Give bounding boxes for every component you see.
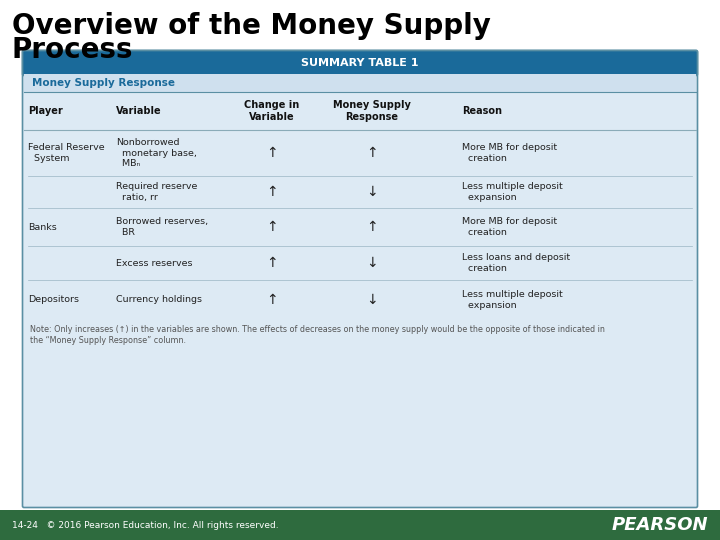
Text: More MB for deposit
  creation: More MB for deposit creation [462, 143, 557, 163]
Text: Currency holdings: Currency holdings [116, 295, 202, 305]
Text: Money Supply
Response: Money Supply Response [333, 100, 411, 122]
Text: Reason: Reason [462, 106, 502, 116]
Text: ↑: ↑ [266, 293, 278, 307]
Text: ↑: ↑ [366, 146, 378, 160]
Text: ↑: ↑ [266, 185, 278, 199]
Text: Process: Process [12, 36, 133, 64]
Text: More MB for deposit
  creation: More MB for deposit creation [462, 217, 557, 237]
Text: Less loans and deposit
  creation: Less loans and deposit creation [462, 253, 570, 273]
Text: Nonborrowed
  monetary base,
  MBₙ: Nonborrowed monetary base, MBₙ [116, 138, 197, 168]
Text: ↑: ↑ [366, 220, 378, 234]
Text: 14-24   © 2016 Pearson Education, Inc. All rights reserved.: 14-24 © 2016 Pearson Education, Inc. All… [12, 521, 279, 530]
Text: ↑: ↑ [266, 256, 278, 270]
Text: Federal Reserve
  System: Federal Reserve System [28, 143, 104, 163]
Text: Depositors: Depositors [28, 295, 79, 305]
Text: SUMMARY TABLE 1: SUMMARY TABLE 1 [301, 58, 419, 68]
Text: ↓: ↓ [366, 293, 378, 307]
Bar [24, 63, 696, 74]
Text: Change in
Variable: Change in Variable [244, 100, 300, 122]
Text: Less multiple deposit
  expansion: Less multiple deposit expansion [462, 183, 563, 202]
Text: PEARSON: PEARSON [611, 516, 708, 534]
Text: ↓: ↓ [366, 256, 378, 270]
Bar [24, 74, 696, 92]
Text: Banks: Banks [28, 222, 57, 232]
Text: Less multiple deposit
  expansion: Less multiple deposit expansion [462, 291, 563, 310]
Text: Overview of the Money Supply: Overview of the Money Supply [12, 12, 491, 40]
FancyBboxPatch shape [22, 51, 698, 508]
Text: ↑: ↑ [266, 146, 278, 160]
Text: Player: Player [28, 106, 63, 116]
Text: ↑: ↑ [266, 220, 278, 234]
Text: Money Supply Response: Money Supply Response [32, 78, 175, 88]
Text: Borrowed reserves,
  BR: Borrowed reserves, BR [116, 217, 208, 237]
Text: Excess reserves: Excess reserves [116, 259, 192, 267]
Bar [0, 510, 720, 540]
FancyBboxPatch shape [22, 51, 698, 76]
Text: Note: Only increases (↑) in the variables are shown. The effects of decreases on: Note: Only increases (↑) in the variable… [30, 325, 605, 345]
Text: ↓: ↓ [366, 185, 378, 199]
Text: Variable: Variable [116, 106, 161, 116]
Text: Required reserve
  ratio, rr: Required reserve ratio, rr [116, 183, 197, 202]
